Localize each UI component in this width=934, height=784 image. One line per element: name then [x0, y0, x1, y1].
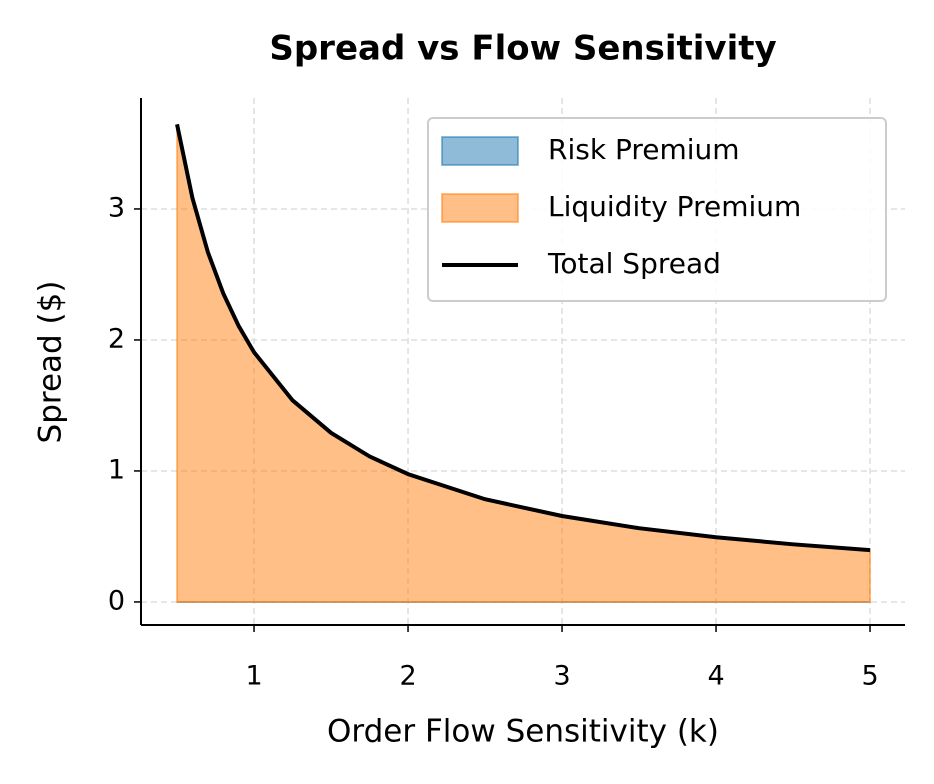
- legend-box: [427, 117, 887, 302]
- legend-swatch: [441, 193, 519, 223]
- y-tick-label: 2: [108, 323, 125, 354]
- y-tick-label: 3: [108, 192, 125, 223]
- legend-swatch: [441, 136, 519, 166]
- legend-label: Total Spread: [547, 247, 721, 280]
- y-axis-label: Spread ($): [33, 281, 69, 444]
- x-axis-label: Order Flow Sensitivity (k): [327, 714, 719, 750]
- legend-label: Liquidity Premium: [548, 190, 801, 223]
- x-tick-label: 2: [399, 661, 416, 692]
- legend-label: Risk Premium: [548, 133, 740, 166]
- y-tick-label: 1: [108, 454, 125, 485]
- x-tick-label: 1: [245, 661, 262, 692]
- x-tick-label: 5: [861, 661, 878, 692]
- x-tick-label: 3: [553, 661, 570, 692]
- chart-title: Spread vs Flow Sensitivity: [269, 29, 776, 69]
- total-line: [175, 123, 871, 553]
- x-tick-label: 4: [707, 661, 724, 692]
- y-tick-label: 0: [108, 585, 125, 616]
